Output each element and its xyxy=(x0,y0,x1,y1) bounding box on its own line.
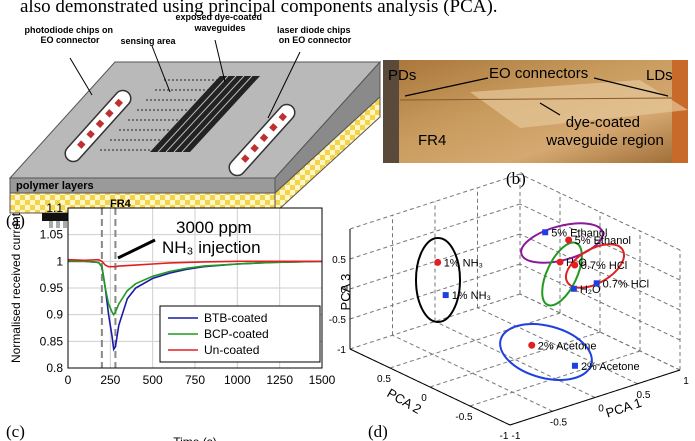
x-tick-label: 1000 xyxy=(224,373,251,387)
x-axis-label: PCA 1 xyxy=(604,395,644,421)
photo-label: LDs xyxy=(646,67,673,84)
y-axis-label: PCA 2 xyxy=(385,385,424,416)
annotation: NH₃ injection xyxy=(162,238,261,257)
legend-label: BTB-coated xyxy=(204,311,267,325)
point xyxy=(542,229,548,235)
photo-label: PDs xyxy=(388,67,416,84)
x-tick-label: 500 xyxy=(143,373,163,387)
panel-label: (d) xyxy=(368,422,388,441)
callout-line: photodiode chips on xyxy=(24,25,113,35)
y-tick-label: 0.85 xyxy=(40,334,64,348)
point-label: 1% NH₃ xyxy=(452,290,491,302)
point-label: 2% Acetone xyxy=(581,361,640,373)
panel-label: (b) xyxy=(506,169,526,188)
callout: photodiode chips on EO connector xyxy=(24,25,115,45)
legend-label: Un-coated xyxy=(204,343,259,357)
x-tick-label: 1 xyxy=(683,376,689,387)
callout-line: on EO connector xyxy=(279,35,352,45)
grid-line xyxy=(435,322,595,398)
z-tick-label: 0.5 xyxy=(332,255,346,266)
point xyxy=(443,292,449,298)
point xyxy=(434,259,441,266)
axis-line xyxy=(510,370,680,425)
y-tick-label: 1.05 xyxy=(40,228,64,242)
figure: also demonstrated using principal compon… xyxy=(0,0,695,441)
point xyxy=(528,342,535,349)
x-tick-label: 0 xyxy=(598,404,604,415)
legend-label: BCP-coated xyxy=(204,327,269,341)
y-tick-label: 0.9 xyxy=(46,308,63,322)
photo-label: FR4 xyxy=(418,132,446,149)
point xyxy=(571,261,578,268)
x-tick-label: -1 xyxy=(512,431,521,441)
axis-line xyxy=(350,349,510,425)
grid-line xyxy=(390,313,560,368)
cluster-ellipse xyxy=(416,238,460,322)
x-axis-label: Time (s) xyxy=(173,435,217,441)
x-tick-label: 0 xyxy=(65,373,72,387)
point-label: 0.7% HCl xyxy=(581,260,627,272)
annotation: 3000 ppm xyxy=(176,218,252,237)
layer-label: polymer layers xyxy=(16,180,94,192)
x-tick-label: 250 xyxy=(100,373,120,387)
point xyxy=(594,280,600,286)
z-axis-label: PCA 3 xyxy=(338,274,353,311)
point-label: 0.7% HCl xyxy=(603,278,649,290)
y-tick-label: -1 xyxy=(500,431,509,441)
point-label: 1% NH₃ xyxy=(444,257,483,269)
panel-a: photodiode chips on EO connector sensing… xyxy=(6,12,380,230)
callout-line: waveguides xyxy=(193,23,245,33)
callout-line: laser diode chips xyxy=(277,25,351,35)
callout-line: exposed dye-coated xyxy=(175,12,262,22)
x-tick-label: 750 xyxy=(185,373,205,387)
y-tick-label: 0.95 xyxy=(40,281,64,295)
photo-label-line: waveguide region xyxy=(545,132,664,149)
point-label: 5% Ethanol xyxy=(551,227,607,239)
page: { "text_line": "also demonstrated using … xyxy=(0,0,695,441)
photo-label-line: dye-coated xyxy=(566,114,640,131)
x-tick-label: -0.5 xyxy=(550,417,568,428)
photo-connector xyxy=(672,60,688,163)
point xyxy=(572,363,578,369)
y-tick-label: 1 xyxy=(56,254,63,268)
panel-label: (c) xyxy=(6,422,25,441)
point-label: 2% Acetone xyxy=(538,340,597,352)
panel-c: (c) 0.8 0.85 0.9 0.95 1 1.05 1.1 0 250 500 750 1000… xyxy=(6,201,336,441)
callout: sensing area xyxy=(120,36,176,46)
callout: exposed dye-coated waveguides xyxy=(175,12,264,33)
z-tick-label: -0.5 xyxy=(329,315,347,326)
y-axis-label: Normalised received current xyxy=(9,212,23,363)
y-tick-label: -0.5 xyxy=(455,412,473,423)
callout-line: EO connector xyxy=(40,35,100,45)
x-tick-label: 1250 xyxy=(266,373,293,387)
z-tick-label: -1 xyxy=(337,345,346,356)
cluster-ellipse xyxy=(534,237,590,311)
photo-label: EO connectors xyxy=(489,65,588,82)
callout: laser diode chips on EO connector xyxy=(277,25,353,45)
y-tick-label: 0.5 xyxy=(377,374,391,385)
panel-b: PDs EO connectors LDs FR4 dye-coated wav… xyxy=(383,60,688,188)
point xyxy=(557,259,564,266)
x-tick-label: 1500 xyxy=(309,373,336,387)
point xyxy=(571,286,577,292)
y-tick-label: 0.8 xyxy=(46,361,63,375)
y-tick-label: 1.1 xyxy=(46,201,63,215)
